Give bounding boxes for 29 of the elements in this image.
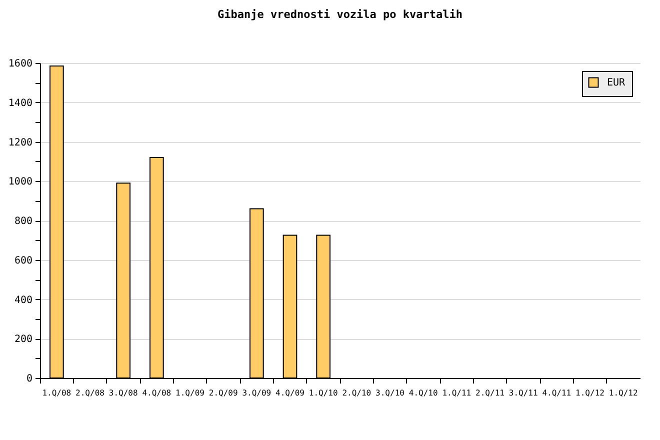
- x-tick-label: 4.Q/08: [142, 388, 172, 398]
- x-tick-label: 2.Q/11: [476, 388, 505, 398]
- y-tick-label: 200: [14, 334, 32, 346]
- y-tick-label: 400: [14, 294, 32, 306]
- x-tick-label: 1.Q/12: [608, 388, 638, 398]
- x-tick-label: 1.Q/12: [576, 388, 605, 398]
- x-tick-label: 1.Q/08: [42, 388, 72, 398]
- x-tick-label: 2.Q/08: [76, 388, 105, 398]
- x-tick-label: 1.Q/11: [442, 388, 472, 398]
- x-tick-label: 2.Q/09: [208, 388, 238, 398]
- y-tick-label: 1200: [8, 137, 32, 148]
- x-tick-label: 4.Q/10: [408, 388, 438, 398]
- y-tick-label: 1600: [8, 58, 32, 70]
- x-tick-label: 3.Q/08: [108, 388, 138, 398]
- x-tick-label: 3.Q/11: [508, 388, 538, 398]
- chart-title: Gibanje vrednosti vozila po kvartalih: [217, 8, 463, 21]
- y-tick-label: 1000: [8, 176, 32, 188]
- legend-label: EUR: [607, 78, 626, 88]
- x-tick-label: 3.Q/09: [242, 388, 272, 398]
- y-tick-label: 0: [26, 374, 32, 384]
- y-tick-label: 600: [14, 255, 32, 266]
- x-tick-label: 4.Q/09: [276, 388, 305, 398]
- x-tick-label: 1.Q/09: [176, 388, 205, 398]
- x-tick-label: 3.Q/10: [376, 388, 405, 398]
- x-tick-label: 2.Q/10: [342, 388, 372, 398]
- y-tick-label: 800: [14, 216, 32, 227]
- y-tick-label: 1400: [8, 98, 32, 109]
- x-tick-label: 1.Q/10: [308, 388, 338, 398]
- x-tick-label: 4.Q/11: [542, 388, 572, 398]
